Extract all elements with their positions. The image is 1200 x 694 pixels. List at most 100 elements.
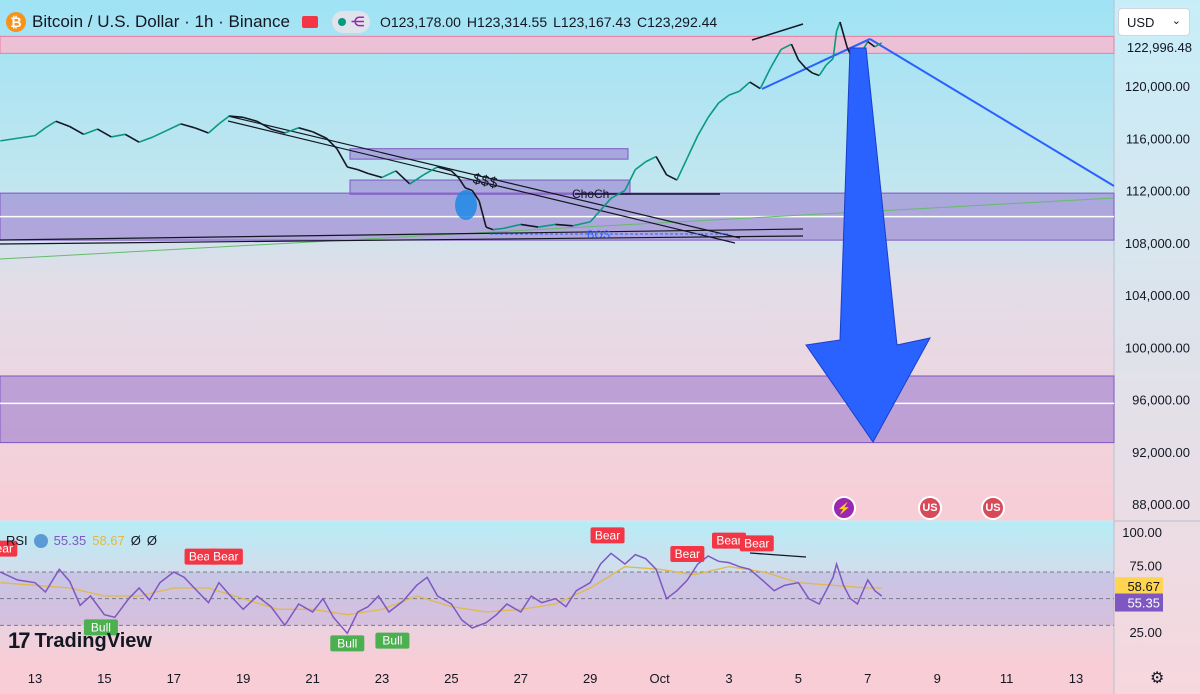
price-tick-label: 100,000.00 <box>1125 340 1190 355</box>
support-line-1 <box>0 228 804 241</box>
price-tick-label: 120,000.00 <box>1125 79 1190 94</box>
bear-signal-label: Bear <box>744 536 769 550</box>
price-segment <box>409 174 425 185</box>
rsi-ma-badge <box>1115 577 1163 596</box>
price-segment <box>336 148 348 168</box>
price-segment <box>832 31 838 59</box>
price-segment <box>503 223 521 230</box>
price-segment <box>298 127 313 133</box>
market-flag-icon <box>301 16 318 28</box>
current-price-label: 122,996.48 <box>1127 40 1192 55</box>
price-segment <box>728 90 740 96</box>
price-segment <box>707 102 720 118</box>
price-segment <box>450 170 459 179</box>
ohlc-high: H123,314.55 <box>466 14 548 30</box>
rsi-ext-1: Ø <box>130 533 141 548</box>
price-segment <box>797 59 806 69</box>
price-segment <box>457 176 466 189</box>
price-segment <box>610 189 626 200</box>
supply-zone-0 <box>0 35 1115 54</box>
bear-signal-label: Bear <box>0 542 13 556</box>
symbol-header: ₿ Bitcoin / U.S. Dollar · 1h · Binance ⋲… <box>0 8 723 36</box>
rsi-name: RSI <box>6 533 28 548</box>
price-segment <box>555 223 573 227</box>
bear-signal-badge <box>670 546 705 562</box>
price-tick-label: 88,000.00 <box>1132 497 1190 512</box>
rsi-ma-badge-label: 58.67 <box>1127 579 1160 594</box>
us-flag-event-icon-2[interactable]: US <box>981 496 1005 520</box>
price-segment <box>270 128 286 134</box>
price-segment <box>790 43 800 61</box>
price-segment <box>152 129 168 138</box>
time-tick-label: 19 <box>236 671 250 686</box>
price-segment <box>804 67 813 74</box>
time-tick-label: 7 <box>864 671 871 686</box>
price-segment <box>835 21 841 32</box>
spark-event-icon[interactable]: ⚡ <box>832 496 856 520</box>
currency-select[interactable]: USD ⌄ <box>1118 8 1190 36</box>
price-segment <box>600 197 612 211</box>
rsi-ext-2: Ø <box>146 533 158 548</box>
price-segment <box>839 21 848 48</box>
down-arrow-icon <box>805 47 931 443</box>
price-segment <box>256 120 272 130</box>
bull-signal-label: Bull <box>337 636 357 650</box>
rsi-ma-value: 58.67 <box>92 533 125 548</box>
annotation-choch: ChoCh <box>572 187 609 201</box>
price-segment <box>780 43 792 51</box>
price-segment <box>718 94 730 104</box>
rsi-tick-label: 75.00 <box>1129 558 1162 573</box>
ohlc-open: O123,178.00 <box>379 14 461 30</box>
annotation-bos: BOS <box>587 229 610 241</box>
tradingview-mark-icon: 17 <box>8 628 31 653</box>
price-segment <box>166 123 182 132</box>
settings-icon[interactable]: ⚙ <box>1150 670 1165 687</box>
currency-label: USD <box>1127 14 1155 30</box>
rsi-legend[interactable]: RSI 55.35 58.67 Ø Ø <box>6 533 157 548</box>
price-segment <box>478 200 487 228</box>
price-segment <box>825 57 834 66</box>
liquidity-marker <box>455 190 477 220</box>
price-segment <box>242 116 258 123</box>
ohlc-low: L123,167.43 <box>553 14 631 30</box>
bitcoin-icon: ₿ <box>6 12 26 32</box>
bear-signal-label: Bear <box>595 528 620 542</box>
chevron-down-icon: ⌄ <box>1171 15 1181 27</box>
us-flag-event-icon[interactable]: US <box>918 496 942 520</box>
time-tick-label: 5 <box>795 671 802 686</box>
time-tick-label: Oct <box>649 671 670 686</box>
price-segment <box>655 156 668 176</box>
price-segment <box>325 137 338 150</box>
price-segment <box>34 127 46 137</box>
tradingview-logo[interactable]: 17 TradingView <box>8 628 152 654</box>
rsi-tick-label: 100.00 <box>1122 525 1162 540</box>
time-tick-label: 17 <box>167 671 181 686</box>
price-segment <box>0 137 18 142</box>
price-segment <box>666 174 678 181</box>
bull-signal-badge <box>375 632 410 649</box>
bear-signal-label: Bear <box>213 550 238 564</box>
price-segment <box>17 134 36 140</box>
time-axis-bg <box>0 662 1114 694</box>
price-segment <box>738 81 751 92</box>
visibility-icon[interactable] <box>33 533 48 548</box>
price-segment <box>645 155 657 163</box>
rsi-badge-label: 55.35 <box>1127 596 1160 611</box>
price-segment <box>520 223 539 228</box>
time-tick-label: 21 <box>305 671 319 686</box>
price-segment <box>55 120 70 128</box>
price-segment <box>464 187 473 192</box>
price-segment <box>111 133 126 138</box>
price-segment <box>44 120 57 129</box>
price-segment <box>572 221 591 227</box>
bear-signal-label: Bear <box>189 550 214 564</box>
bull-signal-label: Bull <box>382 634 402 648</box>
bull-signal-badge <box>83 619 118 636</box>
status-dot-icon <box>337 18 346 26</box>
network-toggle[interactable]: ⋲ <box>331 11 370 33</box>
price-segment <box>634 161 647 171</box>
symbol-title[interactable]: Bitcoin / U.S. Dollar · 1h · Binance <box>32 12 290 31</box>
annotation-liquidity: $$$ <box>471 170 500 192</box>
price-segment <box>180 123 195 129</box>
